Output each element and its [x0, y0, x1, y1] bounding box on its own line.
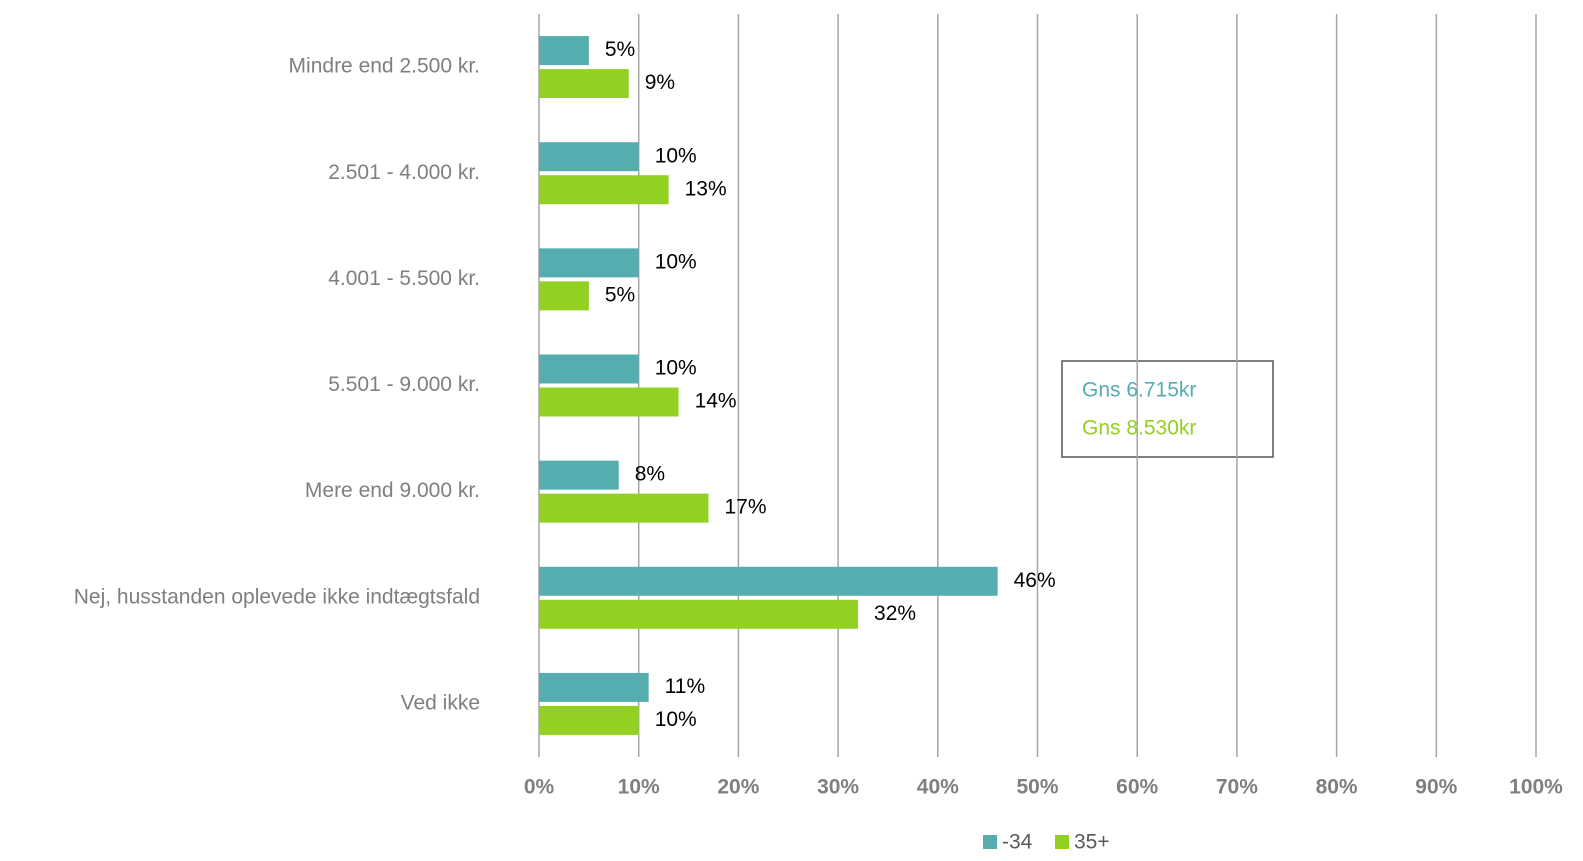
bar — [539, 460, 619, 490]
bar — [539, 493, 709, 523]
x-tick-label: 20% — [717, 776, 759, 799]
bar — [539, 142, 639, 172]
x-tick-label: 50% — [1016, 776, 1058, 799]
value-label: 14% — [695, 390, 737, 413]
legend-swatch — [1055, 835, 1069, 849]
value-label: 11% — [665, 675, 705, 698]
y-tick-label: Nej, husstanden oplevede ikke indtægtsfa… — [74, 585, 480, 608]
value-label: 9% — [645, 71, 675, 94]
bar — [539, 175, 669, 205]
y-tick-label: 2.501 - 4.000 kr. — [328, 161, 480, 184]
x-tick-label: 80% — [1316, 776, 1358, 799]
value-label: 10% — [655, 357, 697, 380]
value-label: 10% — [655, 144, 697, 167]
value-label: 8% — [635, 463, 665, 486]
value-label: 10% — [655, 250, 697, 273]
y-tick-label: Mere end 9.000 kr. — [305, 479, 480, 502]
value-label: 46% — [1014, 569, 1056, 592]
value-label: 5% — [605, 283, 635, 306]
bar — [539, 672, 649, 702]
value-label: 17% — [724, 496, 766, 519]
bar — [539, 354, 639, 384]
y-tick-label: 5.501 - 9.000 kr. — [328, 373, 480, 396]
y-tick-label: 4.001 - 5.500 kr. — [328, 267, 480, 290]
x-tick-label: 100% — [1509, 776, 1563, 799]
legend-label: 35+ — [1074, 831, 1110, 854]
y-tick-label: Ved ikke — [401, 691, 480, 714]
value-label: 5% — [605, 38, 635, 61]
annotation: Gns 8.530kr — [1082, 417, 1196, 440]
x-tick-label: 60% — [1116, 776, 1158, 799]
bar — [539, 705, 639, 735]
legend-label: -34 — [1002, 831, 1033, 854]
x-tick-label: 70% — [1216, 776, 1258, 799]
value-label: 32% — [874, 602, 916, 625]
x-tick-label: 0% — [524, 776, 555, 799]
bar — [539, 248, 639, 278]
bar — [539, 281, 589, 311]
y-tick-label: Mindre end 2.500 kr. — [289, 55, 480, 78]
bar — [539, 36, 589, 66]
legend-swatch — [983, 835, 997, 849]
bar — [539, 566, 998, 596]
x-tick-label: 30% — [817, 776, 859, 799]
bar — [539, 599, 859, 629]
x-tick-label: 10% — [618, 776, 660, 799]
value-label: 13% — [685, 177, 727, 200]
x-tick-label: 40% — [917, 776, 959, 799]
bar — [539, 69, 629, 99]
annotation-box — [1061, 360, 1274, 458]
x-tick-label: 90% — [1415, 776, 1457, 799]
value-label: 10% — [655, 708, 697, 731]
annotation: Gns 6.715kr — [1082, 379, 1196, 402]
bar — [539, 387, 679, 417]
